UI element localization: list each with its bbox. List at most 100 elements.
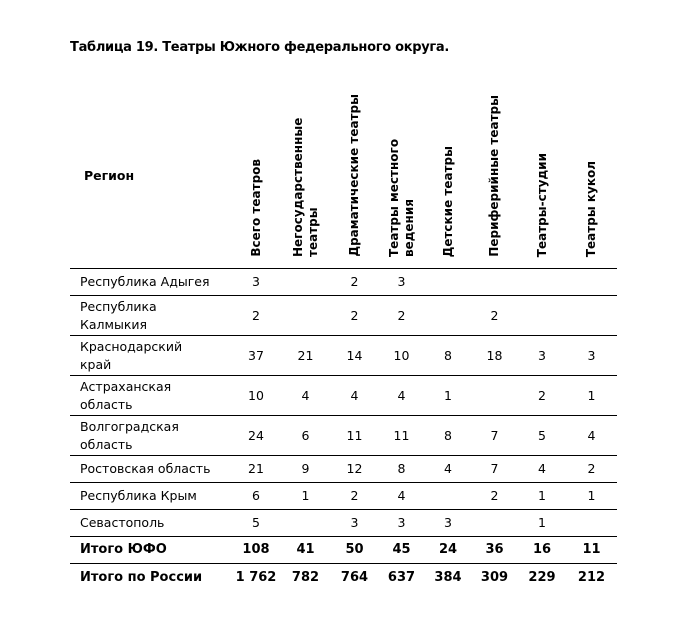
column-header: Всего театров xyxy=(232,90,280,269)
table-row: Севастополь 5 3 3 3 1 xyxy=(70,509,617,537)
value-cell: 4 xyxy=(331,375,378,416)
value-cell xyxy=(280,509,331,537)
value-cell: 24 xyxy=(425,536,471,564)
value-cell: 108 xyxy=(232,536,280,564)
table-row: Астраханская область 10 4 4 4 1 2 1 xyxy=(70,375,617,416)
value-cell: 229 xyxy=(518,563,566,592)
region-cell: Севастополь xyxy=(70,509,232,537)
column-header: Театры кукол xyxy=(566,90,617,269)
value-cell xyxy=(566,268,617,296)
value-cell: 21 xyxy=(232,455,280,483)
column-header: Детские театры xyxy=(425,90,471,269)
value-cell: 3 xyxy=(232,268,280,296)
value-cell: 7 xyxy=(471,455,518,483)
value-cell: 1 xyxy=(518,509,566,537)
value-cell: 8 xyxy=(425,415,471,456)
column-header: Драматические театры xyxy=(331,90,378,269)
value-cell: 9 xyxy=(280,455,331,483)
value-cell: 4 xyxy=(280,375,331,416)
column-header-label: Периферийные театры xyxy=(487,95,501,257)
table-title: Таблица 19. Театры Южного федерального о… xyxy=(70,40,450,55)
region-cell: Республика Адыгея xyxy=(70,268,232,296)
value-cell: 3 xyxy=(566,335,617,376)
column-header-label: Театры местного ведения xyxy=(386,138,416,257)
value-cell: 21 xyxy=(280,335,331,376)
table-row: Итого по России 1 762 782 764 637 384 309 229 21… xyxy=(70,563,617,592)
value-cell xyxy=(425,295,471,336)
theatres-table: Регион Всего театров Негосударственные теа… xyxy=(70,90,617,592)
value-cell: 6 xyxy=(280,415,331,456)
value-cell: 2 xyxy=(518,375,566,416)
value-cell xyxy=(425,482,471,510)
value-cell: 24 xyxy=(232,415,280,456)
value-cell: 36 xyxy=(471,536,518,564)
header-region: Регион xyxy=(84,167,135,183)
table-row: Волгоградская область 24 6 11 11 8 7 5 4 xyxy=(70,415,617,456)
column-header: Периферийные театры xyxy=(471,90,518,269)
value-cell: 45 xyxy=(378,536,425,564)
value-cell xyxy=(471,375,518,416)
value-cell: 11 xyxy=(566,536,617,564)
region-cell: Республика Калмыкия xyxy=(70,295,232,336)
value-cell: 12 xyxy=(331,455,378,483)
value-cell xyxy=(566,295,617,336)
value-cell: 3 xyxy=(425,509,471,537)
value-cell xyxy=(280,295,331,336)
region-cell: Республика Крым xyxy=(70,482,232,510)
value-cell xyxy=(425,268,471,296)
value-cell: 6 xyxy=(232,482,280,510)
value-cell: 16 xyxy=(518,536,566,564)
value-cell: 10 xyxy=(378,335,425,376)
region-cell: Итого ЮФО xyxy=(70,536,232,564)
value-cell: 782 xyxy=(280,563,331,592)
value-cell xyxy=(566,509,617,537)
column-header: Театры-студии xyxy=(518,90,566,269)
table-row: Республика Крым 6 1 2 4 2 1 1 xyxy=(70,482,617,510)
value-cell: 2 xyxy=(331,482,378,510)
value-cell: 4 xyxy=(378,375,425,416)
value-cell: 11 xyxy=(331,415,378,456)
value-cell: 1 xyxy=(280,482,331,510)
value-cell: 1 xyxy=(566,482,617,510)
value-cell: 18 xyxy=(471,335,518,376)
value-cell: 3 xyxy=(331,509,378,537)
table-row: Краснодарский край 37 21 14 10 8 18 3 3 xyxy=(70,335,617,376)
value-cell xyxy=(471,268,518,296)
region-cell: Волгоградская область xyxy=(70,415,232,456)
table-row: Итого ЮФО 108 41 50 45 24 36 16 11 xyxy=(70,536,617,564)
value-cell: 8 xyxy=(425,335,471,376)
table-row: Республика Калмыкия 2 2 2 2 xyxy=(70,295,617,336)
table-row: Республика Адыгея 3 2 3 xyxy=(70,268,617,296)
value-cell: 1 xyxy=(425,375,471,416)
value-cell: 212 xyxy=(566,563,617,592)
value-cell: 37 xyxy=(232,335,280,376)
value-cell: 41 xyxy=(280,536,331,564)
column-header-label: Детские театры xyxy=(440,145,455,257)
value-cell xyxy=(518,268,566,296)
value-cell: 7 xyxy=(471,415,518,456)
column-header-label: Театры кукол xyxy=(584,160,598,257)
value-cell xyxy=(280,268,331,296)
value-cell: 384 xyxy=(425,563,471,592)
value-cell: 2 xyxy=(378,295,425,336)
value-cell xyxy=(471,509,518,537)
value-cell: 5 xyxy=(518,415,566,456)
value-cell: 764 xyxy=(331,563,378,592)
value-cell: 10 xyxy=(232,375,280,416)
value-cell: 11 xyxy=(378,415,425,456)
region-cell: Итого по России xyxy=(70,563,232,592)
column-header: Театры местного ведения xyxy=(378,90,425,269)
value-cell: 2 xyxy=(471,295,518,336)
value-cell: 1 xyxy=(518,482,566,510)
value-cell: 4 xyxy=(425,455,471,483)
column-header: Негосударственные театры xyxy=(280,90,331,269)
value-cell: 3 xyxy=(378,268,425,296)
value-cell: 2 xyxy=(331,295,378,336)
value-cell: 2 xyxy=(566,455,617,483)
value-cell: 1 762 xyxy=(232,563,280,592)
value-cell: 309 xyxy=(471,563,518,592)
value-cell: 2 xyxy=(331,268,378,296)
value-cell: 2 xyxy=(232,295,280,336)
value-cell: 3 xyxy=(518,335,566,376)
value-cell: 14 xyxy=(331,335,378,376)
